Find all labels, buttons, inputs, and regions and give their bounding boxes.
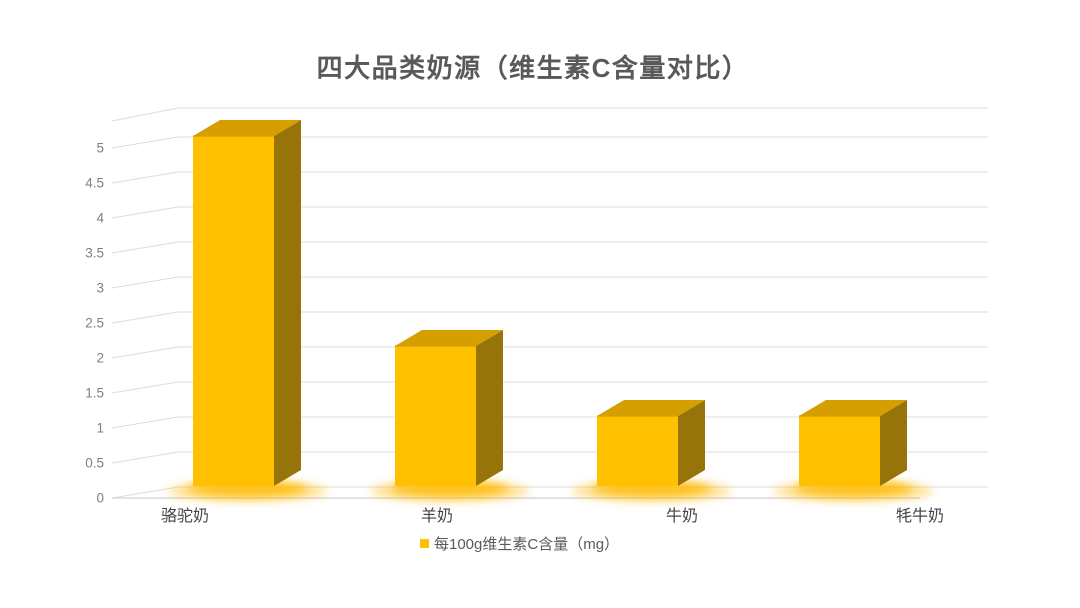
category-axis-labels: 骆驼奶 羊奶 牛奶 牦牛奶 xyxy=(161,507,944,525)
y-tick-label: 1.5 xyxy=(85,386,104,401)
y-tick-label: 0.5 xyxy=(85,456,104,471)
y-tick-label: 4.5 xyxy=(85,176,104,191)
bar-side-face xyxy=(678,400,705,486)
gridline xyxy=(111,276,988,289)
y-axis-tick-labels: 0 0.5 1 1.5 2 2.5 3 3.5 4 4.5 5 xyxy=(85,141,104,506)
gridline xyxy=(111,171,988,184)
bars-3d xyxy=(193,120,907,486)
gridline xyxy=(111,311,988,324)
chart-title: 四大品类奶源（维生素C含量对比） xyxy=(317,53,750,83)
gridline xyxy=(111,206,988,219)
wall-top-edge xyxy=(111,107,988,122)
y-tick-label: 1 xyxy=(96,421,104,436)
gridline xyxy=(111,416,988,429)
y-tick-label: 3.5 xyxy=(85,246,104,261)
y-tick-label: 2 xyxy=(96,351,104,366)
bar-side-face xyxy=(476,330,503,486)
legend-label: 每100g维生素C含量（mg） xyxy=(434,536,619,553)
gridline xyxy=(111,381,988,394)
gridline xyxy=(111,241,988,254)
category-label: 羊奶 xyxy=(421,507,453,525)
bar-top-face xyxy=(597,400,705,416)
bar-side-face xyxy=(274,120,301,486)
y-tick-label: 0 xyxy=(96,491,104,506)
category-label: 牛奶 xyxy=(666,507,698,525)
chart-legend: 每100g维生素C含量（mg） xyxy=(420,536,619,553)
legend-swatch-icon xyxy=(420,539,429,548)
bar-front-face xyxy=(395,346,476,486)
bar-top-face xyxy=(193,120,301,136)
gridlines xyxy=(111,107,988,499)
y-tick-label: 2.5 xyxy=(85,316,104,331)
bar-top-face xyxy=(799,400,907,416)
bar-front-face xyxy=(799,416,880,486)
bar-top-face xyxy=(395,330,503,346)
y-tick-label: 4 xyxy=(96,211,104,226)
bar-side-face xyxy=(880,400,907,486)
bar-front-face xyxy=(597,416,678,486)
y-tick-label: 3 xyxy=(96,281,104,296)
y-tick-label: 5 xyxy=(96,141,104,156)
category-label: 牦牛奶 xyxy=(896,507,944,525)
bar-front-face xyxy=(193,136,274,486)
category-label: 骆驼奶 xyxy=(161,507,209,525)
gridline xyxy=(111,136,988,149)
gridline xyxy=(111,451,988,464)
gridline xyxy=(111,346,988,359)
